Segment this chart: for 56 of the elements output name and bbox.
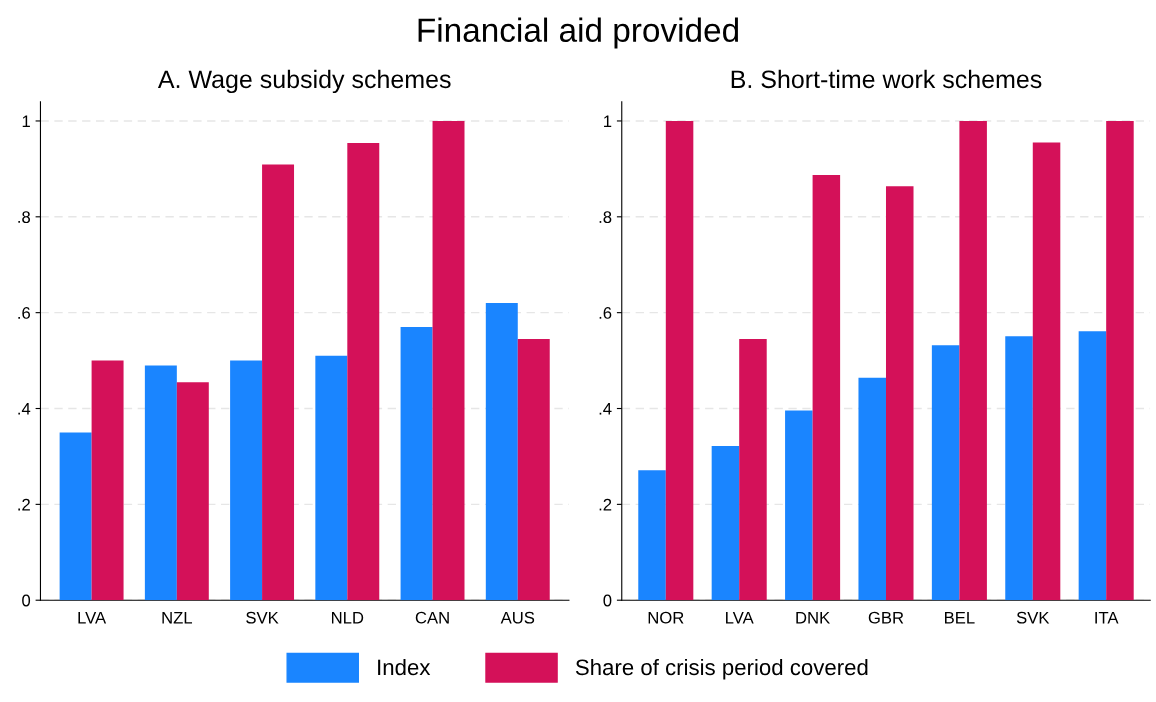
bar	[59, 432, 92, 601]
x-tick-label: CAN	[415, 611, 449, 624]
bar	[665, 120, 694, 601]
bar	[1032, 142, 1061, 601]
x-tick-label: NZL	[162, 611, 193, 624]
bar	[347, 143, 380, 601]
bar	[432, 120, 465, 601]
bar	[176, 382, 209, 601]
x-tick-label: NOR	[648, 611, 684, 624]
bar	[1078, 331, 1107, 601]
bar	[812, 175, 841, 601]
chart-title: B. Short-time work schemes	[731, 69, 1042, 89]
x-tick-label: ITA	[1095, 611, 1119, 624]
x-tick-label: BEL	[945, 611, 975, 624]
x-tick-label: SVK	[1016, 611, 1050, 624]
bar	[315, 355, 348, 601]
bar	[517, 339, 550, 601]
bar	[485, 303, 518, 601]
bar	[262, 164, 295, 601]
bar	[1005, 336, 1033, 601]
text: Financial aid provided	[418, 17, 738, 49]
bar	[959, 120, 987, 601]
legend-label: Index	[378, 658, 431, 676]
bar	[739, 339, 767, 601]
y-tick-label: .6	[599, 307, 612, 319]
bar	[858, 377, 886, 601]
y-tick-label: 1	[22, 115, 30, 127]
y-tick-label: .4	[18, 403, 31, 415]
bar	[91, 360, 124, 601]
y-tick-label: 1	[604, 115, 612, 127]
x-tick-label: LVA	[78, 611, 107, 624]
bar	[1106, 120, 1134, 601]
legend-label: Share of crisis period covered	[575, 658, 868, 680]
bar	[711, 445, 740, 601]
y-tick-label: .2	[599, 498, 612, 511]
y-tick-label: .8	[599, 211, 612, 224]
y-tick-label: .2	[18, 498, 30, 511]
y-tick-label: .6	[18, 307, 31, 319]
bar	[638, 470, 666, 601]
bar	[400, 327, 433, 601]
bar	[144, 365, 177, 601]
y-tick-label: .4	[599, 403, 612, 415]
x-tick-label: NLD	[332, 611, 364, 624]
x-tick-label: GBR	[868, 611, 904, 624]
y-tick-label: .8	[18, 211, 31, 224]
y-tick-label: 0	[22, 594, 31, 607]
y-tick-label: 0	[603, 594, 612, 607]
x-tick-label: AUS	[500, 611, 535, 624]
chart-title: A. Wage subsidy schemes	[157, 69, 451, 94]
bar	[785, 410, 813, 601]
bar	[230, 360, 263, 601]
x-tick-label: LVA	[726, 611, 754, 624]
x-tick-label: SVK	[246, 611, 279, 624]
x-tick-label: DNK	[796, 611, 830, 624]
bar	[931, 345, 960, 601]
bar	[885, 186, 914, 601]
